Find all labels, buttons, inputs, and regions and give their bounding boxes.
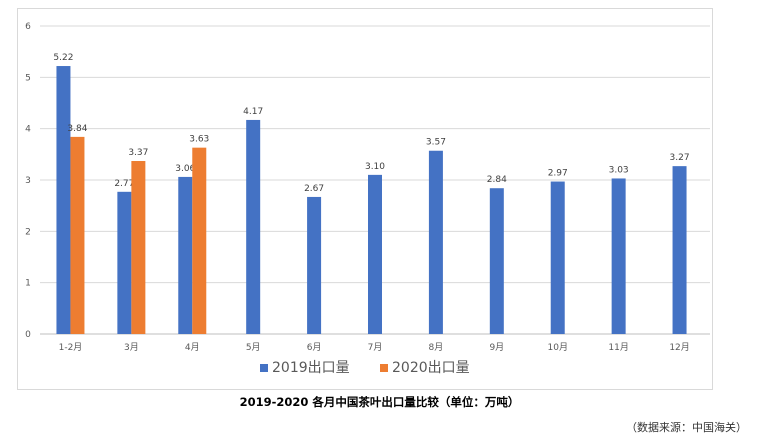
data-source-note: （数据来源：中国海关）: [626, 421, 747, 434]
x-tick-label: 5月: [246, 342, 261, 353]
bar: [246, 119, 261, 334]
y-tick-label: 4: [25, 125, 31, 135]
bar: [368, 174, 382, 334]
data-label: 2.77: [114, 179, 134, 189]
bar: [178, 176, 193, 334]
data-label: 4.17: [243, 107, 263, 117]
data-label: 2.97: [548, 169, 568, 179]
bar: [56, 66, 71, 334]
bar: [611, 178, 626, 334]
x-tick-label: 7月: [368, 342, 383, 353]
legend-entry: 2019出口量: [272, 360, 350, 376]
x-tick-label: 10月: [548, 342, 568, 353]
data-label: 3.84: [67, 124, 87, 134]
y-tick-label: 2: [25, 227, 31, 237]
bar: [131, 161, 146, 334]
data-label: 2.84: [487, 175, 507, 185]
chart-frame: 0 1 2 3 4 5 6 5.22 3.84 1-2月 2.77 3.37 3月 3.06 3.63 4月 4…: [17, 8, 713, 390]
data-label: 3.03: [609, 165, 629, 175]
y-tick-label: 3: [25, 176, 31, 186]
x-tick-label: 9月: [489, 342, 504, 353]
data-label: 2.67: [304, 184, 324, 194]
bar: [672, 166, 687, 334]
data-label: 3.57: [426, 138, 446, 148]
data-label: 3.37: [128, 148, 148, 158]
x-tick-label: 12月: [669, 342, 689, 353]
bar: [307, 196, 322, 334]
y-tick-label: 0: [25, 330, 31, 340]
y-tick-label: 6: [25, 22, 31, 32]
data-label: 3.10: [365, 162, 385, 172]
x-tick-label: 6月: [307, 342, 322, 353]
x-tick-label: 3月: [124, 342, 139, 353]
data-label: 3.06: [175, 164, 195, 174]
x-tick-label: 4月: [185, 342, 200, 353]
legend-entry: 2020出口量: [392, 360, 470, 376]
bar: [192, 147, 207, 334]
data-label: 3.27: [670, 153, 690, 163]
bar: [70, 136, 85, 334]
data-label: 3.63: [189, 135, 209, 145]
legend-swatch: [260, 364, 268, 372]
y-tick-label: 5: [25, 73, 31, 83]
legend-swatch: [380, 364, 388, 372]
bar: [428, 150, 443, 334]
x-tick-label: 8月: [429, 342, 444, 353]
data-label: 5.22: [53, 53, 73, 63]
bar: [489, 188, 504, 334]
bar: [117, 191, 132, 334]
bar: [550, 181, 565, 334]
y-tick-label: 1: [25, 279, 31, 289]
x-tick-label: 11月: [608, 342, 628, 353]
chart-caption: 2019-2020 各月中国茶叶出口量比较（单位：万吨）: [239, 395, 520, 409]
bar-chart: 0 1 2 3 4 5 6 5.22 3.84 1-2月 2.77 3.37 3月 3.06 3.63 4月 4…: [25, 22, 710, 376]
x-tick-label: 1-2月: [59, 342, 83, 353]
